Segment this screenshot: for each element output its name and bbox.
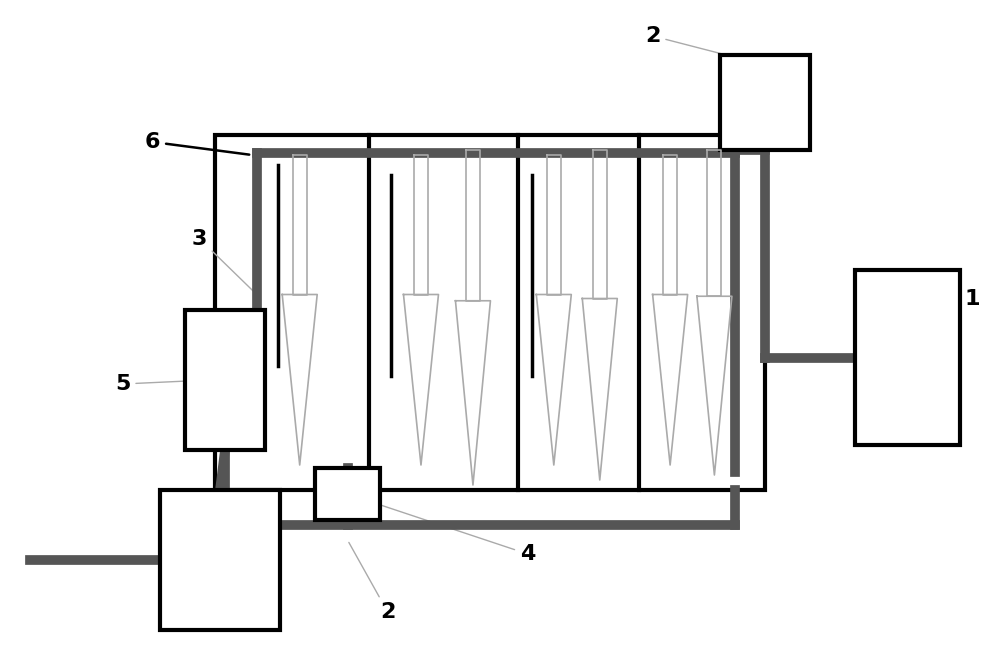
Bar <box>720 55 810 150</box>
Text: 2: 2 <box>645 26 762 64</box>
Text: 3: 3 <box>192 229 255 293</box>
Bar <box>185 310 265 450</box>
Text: 2: 2 <box>349 542 395 622</box>
Text: 6: 6 <box>145 132 249 155</box>
Text: 1: 1 <box>920 289 980 339</box>
Bar <box>160 490 280 630</box>
Bar <box>215 135 765 490</box>
Bar <box>855 270 960 445</box>
Text: 4: 4 <box>350 495 535 564</box>
Bar <box>315 468 380 520</box>
Text: 5: 5 <box>115 374 206 394</box>
